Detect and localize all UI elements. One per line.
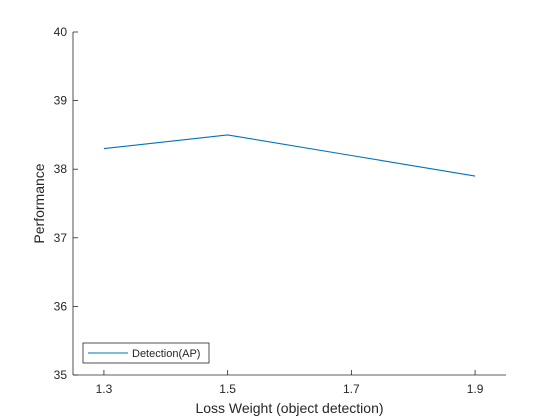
x-tick-label: 1.7 (343, 382, 360, 396)
y-axis-label: Performance (31, 163, 47, 243)
x-tick-label: 1.5 (219, 382, 236, 396)
legend-label: Detection(AP) (132, 348, 200, 360)
x-tick-label: 1.3 (96, 382, 113, 396)
x-tick-label: 1.9 (467, 382, 484, 396)
x-axis-label: Loss Weight (object detection) (195, 400, 383, 416)
y-tick-label: 40 (54, 25, 68, 39)
y-tick-label: 36 (54, 299, 68, 313)
y-tick-label: 38 (54, 162, 68, 176)
series-line (103, 134, 476, 177)
y-tick-label: 37 (54, 231, 68, 245)
y-tick-label: 35 (54, 368, 68, 382)
legend-box (82, 342, 210, 364)
plot-area: 1.3 1.5 1.7 1.9 35 36 37 38 39 40 (54, 25, 506, 396)
y-tick-label: 39 (54, 94, 68, 108)
legend: Detection(AP) (82, 342, 210, 364)
